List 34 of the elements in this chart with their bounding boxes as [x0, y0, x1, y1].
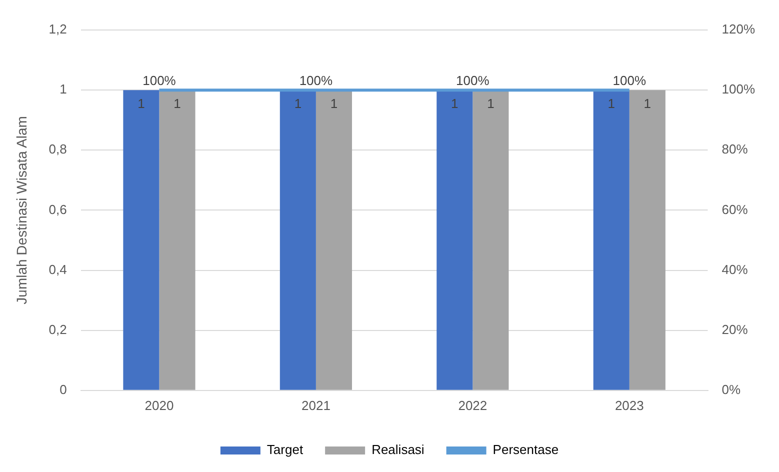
data-label: 1 [330, 96, 338, 112]
y2-tick-label: 80% [722, 142, 748, 157]
y2-tick-label: 0% [722, 382, 741, 397]
y-tick-label: 0 [60, 382, 67, 397]
data-label: 1 [644, 96, 652, 112]
data-label: 1 [487, 96, 494, 112]
x-tick-label: 2023 [614, 398, 644, 413]
data-label: 1 [174, 96, 181, 112]
x-tick-label: 2022 [458, 398, 488, 413]
legend-label: Target [266, 442, 304, 458]
y2-tick-label: 40% [722, 262, 748, 277]
data-label: 1 [451, 96, 458, 112]
legend-label: Realisasi [372, 442, 424, 458]
y2-tick-label: 60% [722, 202, 748, 217]
data-label: 1 [294, 96, 302, 112]
y-tick-label: 0,4 [48, 262, 67, 277]
data-label: 1 [608, 96, 615, 112]
data-label: 100% [299, 73, 334, 88]
legend-label: Persentase [492, 442, 559, 458]
y2-tick-label: 20% [722, 322, 748, 337]
data-label: 100% [142, 73, 176, 88]
y-tick-label: 1 [60, 82, 67, 97]
y-tick-label: 0,8 [48, 142, 67, 157]
data-label: 100% [456, 73, 490, 88]
data-label: 100% [612, 73, 646, 88]
y-axis-title: Jumlah Destinasi Wisata Alam [13, 116, 30, 304]
x-tick-label: 2020 [144, 398, 174, 413]
y-tick-label: 0,6 [48, 202, 67, 217]
x-tick-label: 2021 [301, 398, 330, 413]
y-tick-label: 1,2 [48, 22, 67, 37]
y2-tick-label: 100% [722, 82, 756, 97]
y-tick-label: 0,2 [48, 322, 67, 337]
data-label: 1 [138, 96, 145, 112]
y2-tick-label: 120% [722, 22, 756, 37]
